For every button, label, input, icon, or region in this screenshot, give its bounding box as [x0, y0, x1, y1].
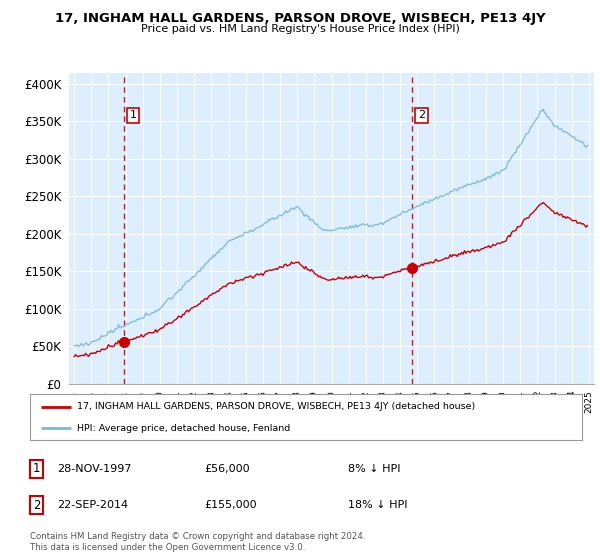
Text: Contains HM Land Registry data © Crown copyright and database right 2024.: Contains HM Land Registry data © Crown c… [30, 532, 365, 541]
Text: 17, INGHAM HALL GARDENS, PARSON DROVE, WISBECH, PE13 4JY: 17, INGHAM HALL GARDENS, PARSON DROVE, W… [55, 12, 545, 25]
Text: £155,000: £155,000 [204, 500, 257, 510]
Text: 2: 2 [33, 498, 40, 512]
Text: 28-NOV-1997: 28-NOV-1997 [57, 464, 131, 474]
Text: £56,000: £56,000 [204, 464, 250, 474]
Text: 17, INGHAM HALL GARDENS, PARSON DROVE, WISBECH, PE13 4JY (detached house): 17, INGHAM HALL GARDENS, PARSON DROVE, W… [77, 402, 475, 411]
Text: This data is licensed under the Open Government Licence v3.0.: This data is licensed under the Open Gov… [30, 543, 305, 552]
Text: 1: 1 [130, 110, 136, 120]
Text: 8% ↓ HPI: 8% ↓ HPI [348, 464, 401, 474]
Text: Price paid vs. HM Land Registry's House Price Index (HPI): Price paid vs. HM Land Registry's House … [140, 24, 460, 34]
Text: 2: 2 [418, 110, 425, 120]
Text: 18% ↓ HPI: 18% ↓ HPI [348, 500, 407, 510]
Text: HPI: Average price, detached house, Fenland: HPI: Average price, detached house, Fenl… [77, 423, 290, 433]
Text: 22-SEP-2014: 22-SEP-2014 [57, 500, 128, 510]
Text: 1: 1 [33, 462, 40, 475]
